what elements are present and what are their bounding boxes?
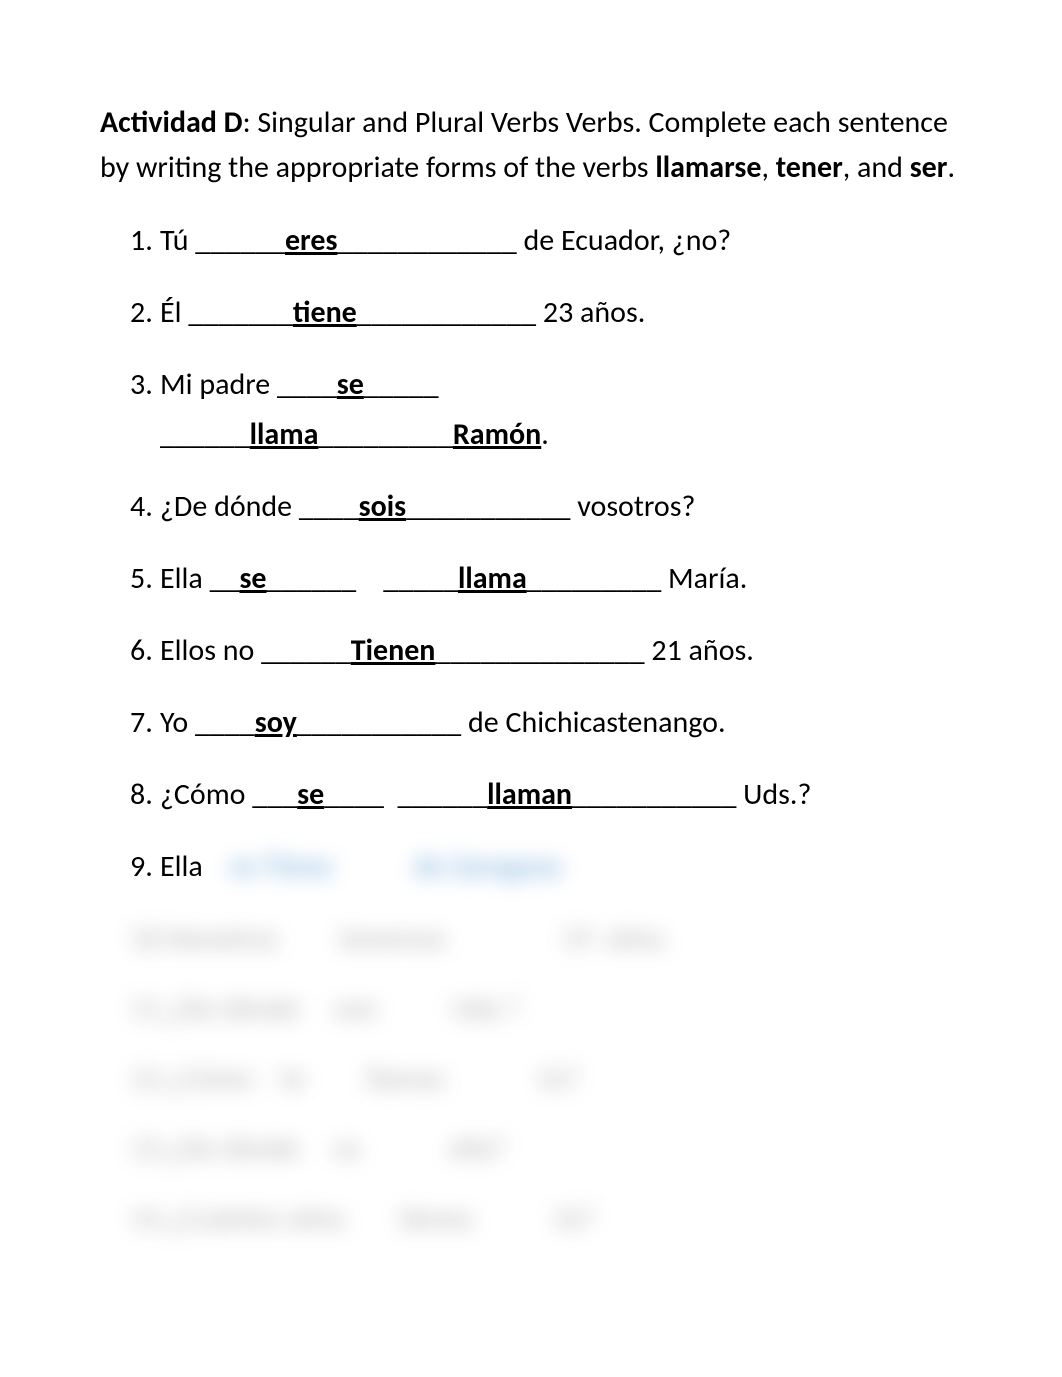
answer-llaman: llaman: [487, 774, 572, 816]
answer-sois: sois: [359, 486, 406, 528]
blurred-line: 13.¿De dónde es ella?: [130, 1128, 962, 1170]
answer-tienen: Tienen: [351, 630, 436, 672]
exercise-item-7: 7. Yo ____ soy ___________ de Chichicast…: [130, 702, 962, 744]
verb-llamarse: llamarse: [655, 149, 761, 186]
item-number: 9.: [130, 846, 160, 888]
item-number: 3.: [130, 364, 160, 406]
blurred-line: 14.¿Cuántos años tienes tú?: [130, 1198, 962, 1240]
item-number: 1.: [130, 220, 160, 262]
item-number: 6.: [130, 630, 160, 672]
activity-title: Actividad D: [100, 104, 243, 141]
blurred-answer: es Tiene de Zaragoza: [230, 848, 562, 885]
exercise-item-6: 6. Ellos no ______ Tienen ______________…: [130, 630, 962, 672]
exercise-item-1: 1. Tú ______ eres ____________ de Ecuado…: [130, 220, 962, 262]
exercise-list: 1. Tú ______ eres ____________ de Ecuado…: [100, 220, 962, 1240]
exercise-item-2: 2. Él _______ tiene ____________ 23 años…: [130, 292, 962, 334]
exercise-item-8: 8. ¿Cómo ___ se ____ ______ llaman _____…: [130, 774, 880, 816]
answer-soy: soy: [255, 702, 297, 744]
item-number: 8.: [130, 774, 160, 816]
verb-ser: ser: [910, 149, 948, 186]
answer-llama: llama: [458, 558, 527, 600]
answer-eres: eres: [285, 220, 338, 262]
blurred-content: 10.Nosotros tenemos 19 años. 11.¿De dónd…: [130, 918, 962, 1240]
answer-llama: llama: [250, 414, 319, 456]
exercise-item-5: 5. Ella __ se ______ _____ llama _______…: [130, 558, 962, 600]
answer-se: se: [297, 774, 324, 816]
exercise-item-3: 3. Mi padre ____ se _____ ______ llama _…: [130, 364, 690, 456]
verb-tener: tener: [776, 149, 843, 186]
item-number: 2.: [130, 292, 160, 334]
answer-tiene: tiene: [293, 292, 357, 334]
blurred-line: 10.Nosotros tenemos 19 años.: [130, 918, 962, 960]
blurred-line: 12.¿Cómo te llamas tú?: [130, 1058, 962, 1100]
item-number: 5.: [130, 558, 160, 600]
item-number: 4.: [130, 486, 160, 528]
activity-header: Actividad D: Singular and Plural Verbs V…: [100, 100, 962, 190]
answer-se: se: [337, 364, 364, 406]
exercise-item-9: 9. Ella es Tiene de Zaragoza: [130, 846, 962, 888]
answer-se: se: [239, 558, 266, 600]
item-number: 7.: [130, 702, 160, 744]
answer-ramon: Ramón: [453, 414, 541, 456]
blurred-line: 11.¿De dónde son Uds.?: [130, 988, 962, 1030]
exercise-item-4: 4. ¿De dónde ____ sois ___________ vosot…: [130, 486, 962, 528]
